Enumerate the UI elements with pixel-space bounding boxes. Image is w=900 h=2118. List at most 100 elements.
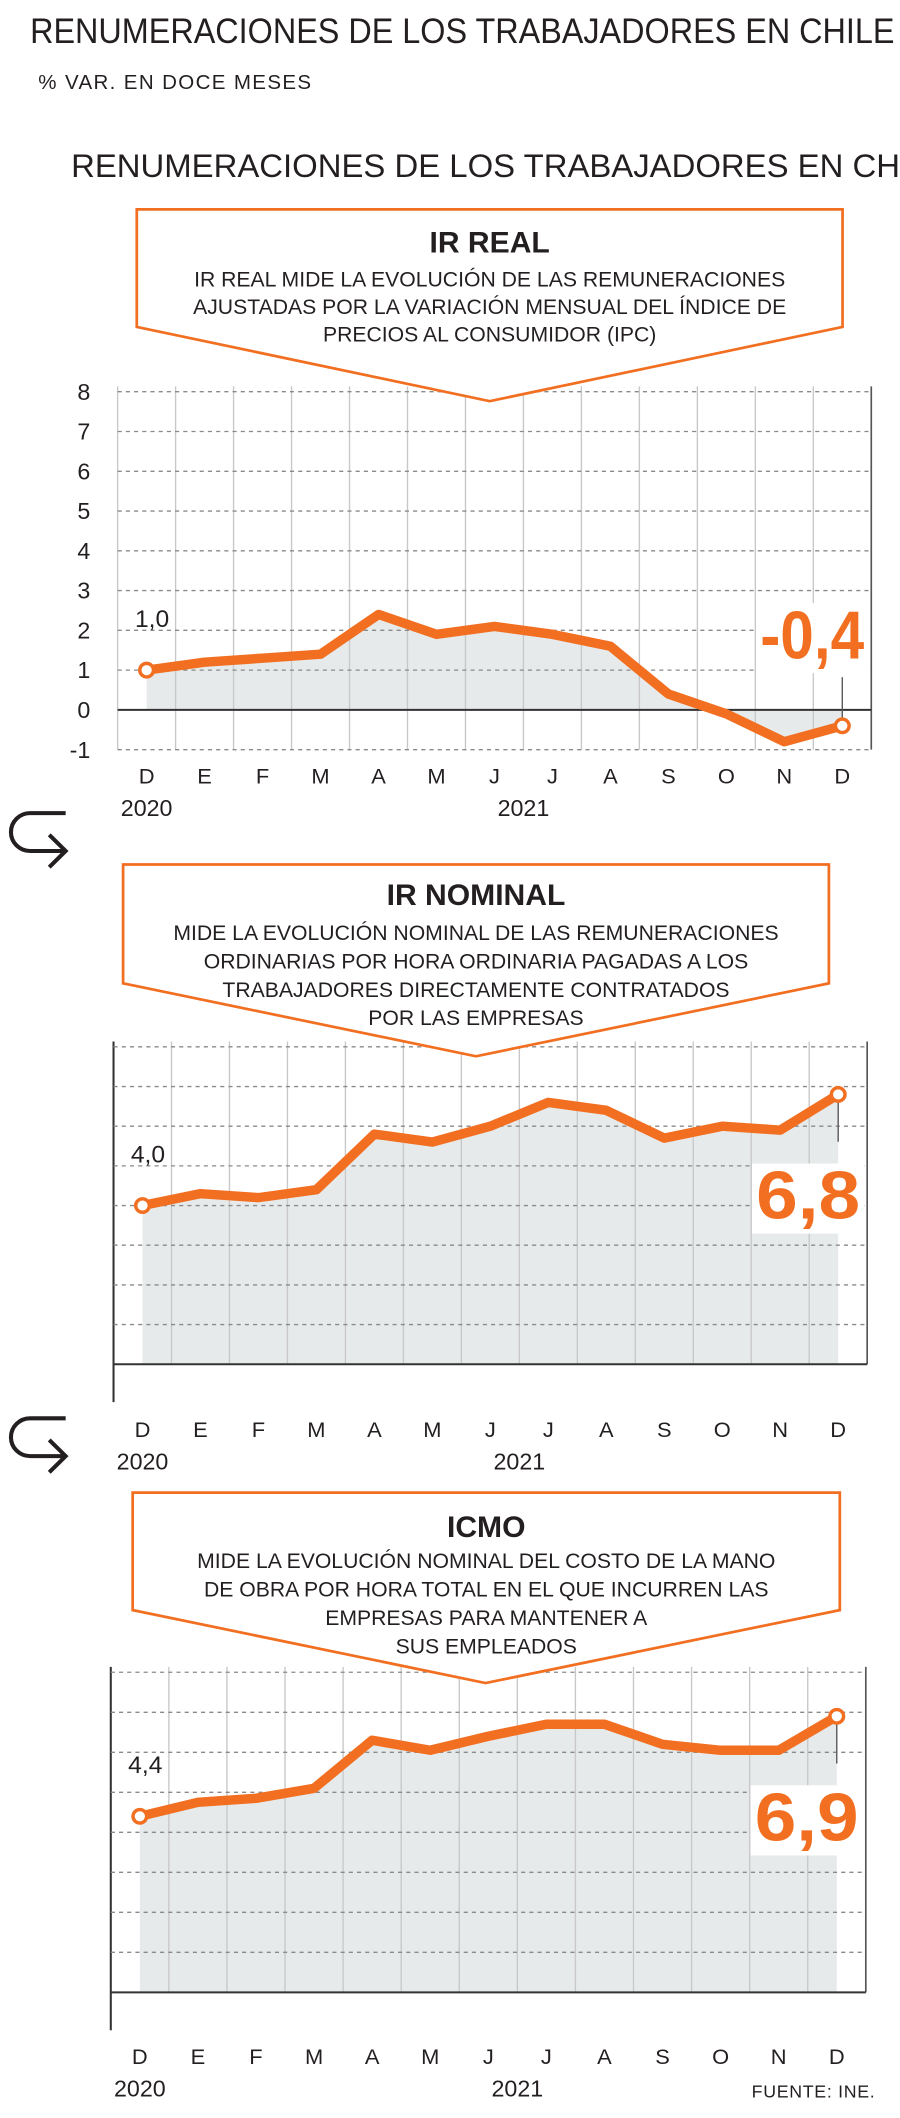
area bbox=[142, 1094, 839, 1365]
x-tick-label: J bbox=[541, 2044, 552, 2069]
end-marker bbox=[131, 1807, 149, 1825]
x-tick-label: E bbox=[197, 764, 212, 789]
x-tick-label: D bbox=[829, 2044, 845, 2069]
arrow-icon bbox=[8, 811, 69, 869]
value-label: 6,9 bbox=[755, 1780, 859, 1856]
x-tick-label: F bbox=[252, 1417, 265, 1442]
end-marker bbox=[829, 1086, 847, 1103]
callout-text: AJUSTADAS POR LA VARIACIÓN MENSUAL DEL Í… bbox=[193, 296, 786, 319]
callout-title: ICMO bbox=[447, 1511, 526, 1544]
area bbox=[139, 1716, 837, 1993]
line bbox=[135, 1711, 842, 1822]
x-tick-label: D bbox=[139, 764, 155, 789]
year-label: 2020 bbox=[121, 795, 173, 821]
line bbox=[141, 609, 848, 747]
y-tick-label: 2 bbox=[77, 618, 90, 644]
x-tick-label: A bbox=[603, 764, 618, 789]
x-tick-label: E bbox=[193, 1417, 208, 1442]
x-tick-label: O bbox=[712, 2044, 729, 2069]
y-tick-label: -1 bbox=[70, 737, 91, 763]
end-marker bbox=[828, 1707, 846, 1725]
callout-text: ORDINARIAS POR HORA ORDINARIA PAGADAS A … bbox=[204, 951, 749, 974]
x-tick-label: M bbox=[311, 764, 329, 789]
x-tick-label: M bbox=[305, 2044, 323, 2069]
callout-box bbox=[121, 863, 831, 1058]
callout-text: DE OBRA POR HORA TOTAL EN EL QUE INCURRE… bbox=[204, 1579, 769, 1602]
y-tick-label: 3 bbox=[77, 578, 90, 604]
y-tick-label: 1 bbox=[77, 657, 90, 683]
end-marker bbox=[138, 661, 156, 679]
x-tick-label: A bbox=[371, 764, 386, 789]
y-tick-label: 6 bbox=[77, 459, 90, 485]
x-tick-label: M bbox=[307, 1417, 325, 1442]
x-tick-label: A bbox=[365, 2044, 380, 2069]
x-tick-label: O bbox=[714, 1417, 731, 1442]
value-label: 6,8 bbox=[756, 1158, 860, 1234]
line bbox=[137, 1089, 843, 1211]
x-tick-label: N bbox=[776, 764, 792, 789]
label-bg bbox=[752, 1163, 865, 1234]
callout-text: TRABAJADORES DIRECTAMENTE CONTRATADOS bbox=[222, 979, 729, 1002]
page-title-repeat: RENUMERACIONES DE LOS TRABAJADORES EN CH bbox=[71, 147, 900, 184]
x-tick-label: S bbox=[655, 2044, 670, 2069]
end-marker bbox=[133, 1197, 152, 1215]
y-tick-label: 5 bbox=[77, 498, 90, 524]
x-tick-label: N bbox=[772, 1417, 788, 1442]
chart: D E F M A M J J A S O N D 2020 2021 4,4 6,9 ICMO MIDE LA E… bbox=[109, 1491, 867, 2102]
y-tick-label: 7 bbox=[77, 419, 90, 445]
x-tick-label: M bbox=[421, 2044, 439, 2069]
x-tick-label: J bbox=[485, 1417, 496, 1442]
x-tick-label: S bbox=[661, 764, 676, 789]
x-tick-label: O bbox=[718, 764, 735, 789]
y-tick-label: 4 bbox=[77, 538, 90, 564]
x-tick-label: J bbox=[489, 764, 500, 789]
callout-box bbox=[131, 1491, 842, 1685]
arrow-icon bbox=[8, 1416, 69, 1474]
x-tick-label: J bbox=[483, 2044, 494, 2069]
y-tick-label: 8 bbox=[77, 379, 90, 405]
callout-text: MIDE LA EVOLUCIÓN NOMINAL DEL COSTO DE L… bbox=[197, 1550, 775, 1573]
x-tick-label: J bbox=[543, 1417, 554, 1442]
x-tick-label: D bbox=[830, 1417, 846, 1442]
label-bg bbox=[750, 1785, 863, 1856]
year-label: 2020 bbox=[117, 1449, 169, 1475]
year-label: 2020 bbox=[114, 2076, 166, 2102]
x-tick-label: J bbox=[547, 764, 558, 789]
page-subtitle: % VAR. EN DOCE MESES bbox=[38, 72, 312, 94]
callout-title: IR REAL bbox=[430, 227, 550, 260]
chart: -1 0 1 2 3 4 5 6 7 8 D E F M A M J J A S O N D 2020 2021 1,0 -0,4 I… bbox=[70, 208, 873, 821]
callout-text: PRECIOS AL CONSUMIDOR (IPC) bbox=[323, 324, 656, 347]
x-tick-label: A bbox=[599, 1417, 614, 1442]
callout-text: EMPRESAS PARA MANTENER A bbox=[325, 1607, 647, 1630]
x-tick-label: N bbox=[771, 2044, 787, 2069]
year-label: 2021 bbox=[493, 1449, 545, 1475]
callout-text: SUS EMPLEADOS bbox=[396, 1635, 577, 1658]
x-tick-label: M bbox=[427, 764, 445, 789]
chart: D E F M A M J J A S O N D 2020 2021 4,0 6,8 IR NOMINAL MID… bbox=[112, 863, 868, 1475]
x-tick-label: M bbox=[423, 1417, 441, 1442]
callout-text: MIDE LA EVOLUCIÓN NOMINAL DE LAS REMUNER… bbox=[173, 922, 778, 945]
x-tick-label: F bbox=[256, 764, 269, 789]
page-title: RENUMERACIONES DE LOS TRABAJADORES EN CH… bbox=[30, 12, 894, 51]
x-tick-label: A bbox=[367, 1417, 382, 1442]
year-label: 2021 bbox=[491, 2076, 543, 2102]
x-tick-label: D bbox=[834, 764, 850, 789]
source: FUENTE: INE. bbox=[752, 2082, 876, 2102]
callout-text: IR REAL MIDE LA EVOLUCIÓN DE LAS REMUNER… bbox=[194, 268, 785, 291]
x-tick-label: F bbox=[249, 2044, 262, 2069]
callout-text: POR LAS EMPRESAS bbox=[368, 1007, 583, 1030]
x-tick-label: E bbox=[191, 2044, 206, 2069]
value-label: 1,0 bbox=[135, 606, 169, 633]
x-tick-label: D bbox=[132, 2044, 148, 2069]
year-label: 2021 bbox=[498, 795, 550, 821]
label-bg bbox=[756, 603, 869, 674]
value-label: 4,4 bbox=[128, 1752, 162, 1779]
value-label: 4,0 bbox=[131, 1141, 165, 1168]
x-tick-label: S bbox=[657, 1417, 672, 1442]
y-tick-label: 0 bbox=[77, 697, 90, 723]
end-marker bbox=[833, 717, 851, 735]
value-label: -0,4 bbox=[760, 598, 864, 674]
x-tick-label: A bbox=[597, 2044, 612, 2069]
